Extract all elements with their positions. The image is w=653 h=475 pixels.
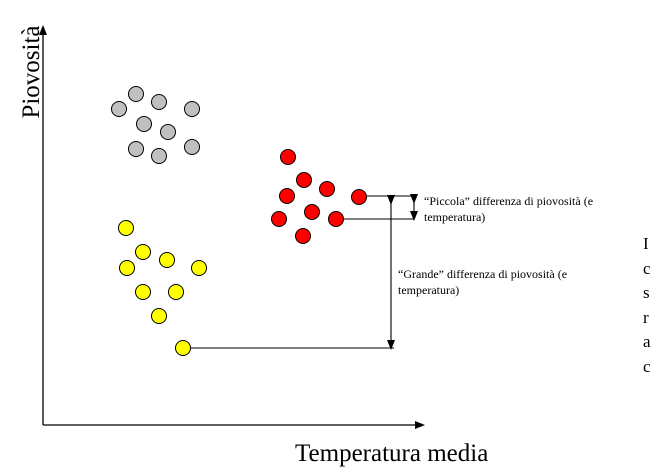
yellow-cluster: [118, 220, 207, 356]
x-axis-label: Temperatura media: [295, 440, 489, 467]
gray-point: [151, 148, 167, 164]
yellow-point: [135, 284, 151, 300]
red-point: [279, 188, 295, 204]
red-point: [280, 149, 296, 165]
truncated-side-text: I c s r a c: [643, 232, 651, 379]
gray-point: [136, 116, 152, 132]
yellow-point: [191, 260, 207, 276]
gray-point: [151, 94, 167, 110]
small-difference-line1: “Piccola” differenza di piovosità (e: [424, 194, 594, 208]
red-point: [319, 181, 335, 197]
yellow-point: [175, 340, 191, 356]
side-text-char: r: [643, 307, 649, 327]
yellow-point: [159, 252, 175, 268]
gray-cluster: [111, 86, 200, 164]
red-point: [296, 172, 312, 188]
side-text-char: s: [643, 283, 650, 302]
red-point: [304, 204, 320, 220]
large-difference-line1: “Grande” differenza di piovosità (e: [398, 267, 568, 281]
red-cluster: [271, 149, 367, 244]
gray-point: [184, 101, 200, 117]
red-point: [328, 211, 344, 227]
side-text-char: c: [643, 356, 651, 376]
gray-point: [160, 124, 176, 140]
large-difference-line2: temperatura): [398, 283, 460, 297]
yellow-point: [135, 244, 151, 260]
gray-point: [184, 139, 200, 155]
small-difference-label: “Piccola” differenza di piovosità (e tem…: [424, 193, 653, 225]
yellow-point: [119, 260, 135, 276]
gray-point: [111, 101, 127, 117]
yellow-point: [168, 284, 184, 300]
small-difference-line2: temperatura): [424, 210, 486, 224]
large-difference-label: “Grande” differenza di piovosità (e temp…: [398, 266, 628, 298]
side-text-char: I: [643, 234, 649, 253]
gray-point: [128, 141, 144, 157]
side-text-char: a: [643, 332, 651, 351]
yellow-point: [151, 308, 167, 324]
gray-point: [128, 86, 144, 102]
side-text-char: c: [643, 258, 651, 278]
red-point: [351, 189, 367, 205]
y-axis-label: Piovosità: [18, 25, 45, 119]
red-point: [271, 211, 287, 227]
yellow-point: [118, 220, 134, 236]
red-point: [295, 228, 311, 244]
